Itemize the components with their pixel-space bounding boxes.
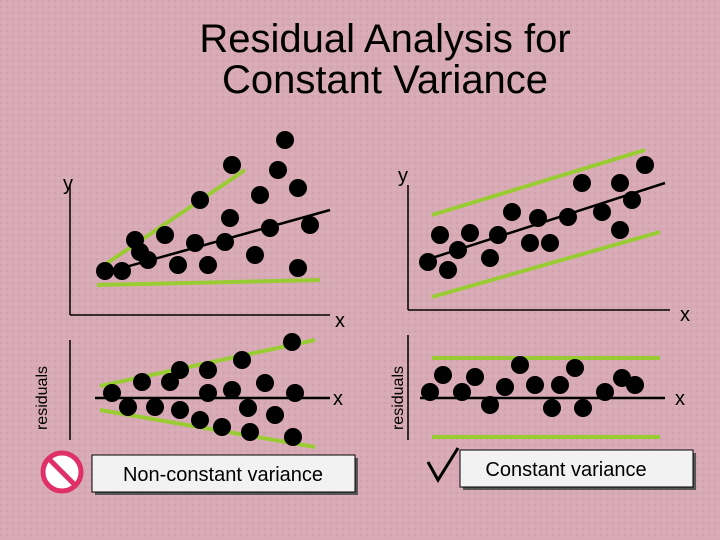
caption: Constant variance bbox=[485, 459, 646, 481]
caption-box bbox=[459, 449, 694, 488]
axis-label: y bbox=[398, 165, 408, 187]
scatter-constant bbox=[407, 148, 670, 311]
residual-nonconstant bbox=[69, 333, 330, 449]
axis-label: x bbox=[333, 388, 343, 410]
check-icon bbox=[426, 447, 460, 483]
axis-label: residuals bbox=[34, 366, 51, 430]
residual-constant bbox=[407, 335, 665, 440]
axis-label: x bbox=[680, 304, 690, 326]
title: Constant Variance bbox=[222, 58, 548, 102]
no-icon bbox=[40, 450, 84, 494]
caption: Non-constant variance bbox=[123, 464, 323, 486]
axis-label: x bbox=[335, 310, 345, 332]
axis-label: residuals bbox=[390, 366, 407, 430]
title: Residual Analysis for bbox=[199, 17, 570, 61]
caption-box bbox=[91, 454, 356, 493]
axis-label: y bbox=[63, 173, 73, 195]
axis-label: x bbox=[675, 388, 685, 410]
scatter-nonconstant bbox=[69, 131, 331, 316]
